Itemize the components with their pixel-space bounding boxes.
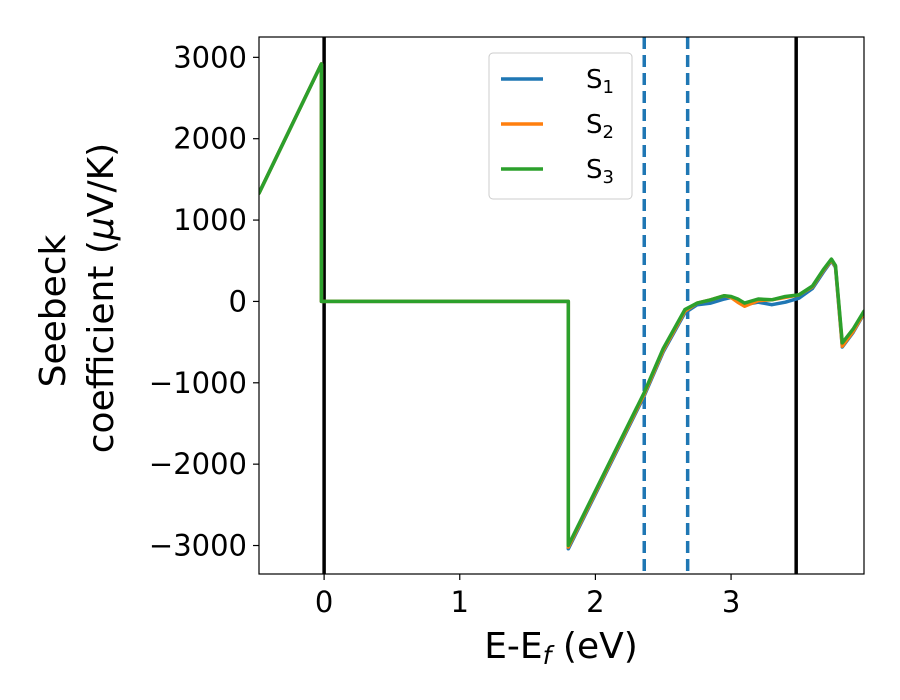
y-tick-label: 1000 bbox=[173, 203, 247, 237]
y-tick-label: 3000 bbox=[173, 40, 247, 74]
y-tick-label: −2000 bbox=[149, 447, 247, 481]
x-tick-label: 3 bbox=[722, 585, 740, 619]
series-line-S3 bbox=[259, 62, 864, 548]
legend-label-S1: S1 bbox=[586, 65, 614, 98]
y-tick-label: 2000 bbox=[173, 122, 247, 156]
y-axis-title-line2: coefficient (μV/K) bbox=[81, 143, 122, 453]
legend-box bbox=[488, 52, 633, 200]
legend-label-S3: S3 bbox=[586, 155, 614, 188]
vertical-reference-lines bbox=[322, 37, 798, 574]
x-tick-label: 0 bbox=[315, 585, 333, 619]
plot-frame bbox=[258, 36, 865, 575]
x-tick-label: 2 bbox=[586, 585, 604, 619]
y-tick-label: −3000 bbox=[149, 529, 247, 563]
series-lines bbox=[259, 62, 864, 551]
y-axis-title-line1: Seebeck bbox=[33, 234, 74, 387]
legend-label-S2: S2 bbox=[586, 110, 614, 143]
x-tick-label: 1 bbox=[451, 585, 469, 619]
y-tick-label: 0 bbox=[229, 284, 247, 318]
y-axis-ticks: 3000 2000 1000 0 −1000 −2000 −3000 bbox=[149, 40, 259, 563]
legend: S1 S2 S3 bbox=[488, 52, 633, 200]
y-axis-title: Seebeck coefficient (μV/K) bbox=[33, 143, 122, 453]
legend-entries: S1 S2 S3 bbox=[501, 65, 614, 188]
x-axis-ticks: 0 1 2 3 bbox=[315, 574, 740, 619]
y-tick-label: −1000 bbox=[149, 366, 247, 400]
x-axis-title: E-Ef (eV) bbox=[484, 626, 638, 670]
